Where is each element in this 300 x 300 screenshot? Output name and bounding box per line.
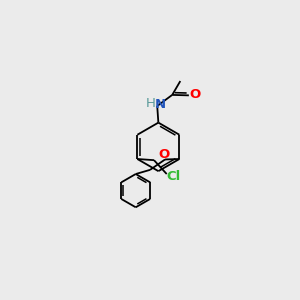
Text: O: O bbox=[189, 88, 200, 101]
Text: Cl: Cl bbox=[167, 170, 181, 183]
Text: O: O bbox=[158, 148, 169, 161]
Text: N: N bbox=[155, 98, 166, 111]
Text: H: H bbox=[145, 97, 155, 110]
